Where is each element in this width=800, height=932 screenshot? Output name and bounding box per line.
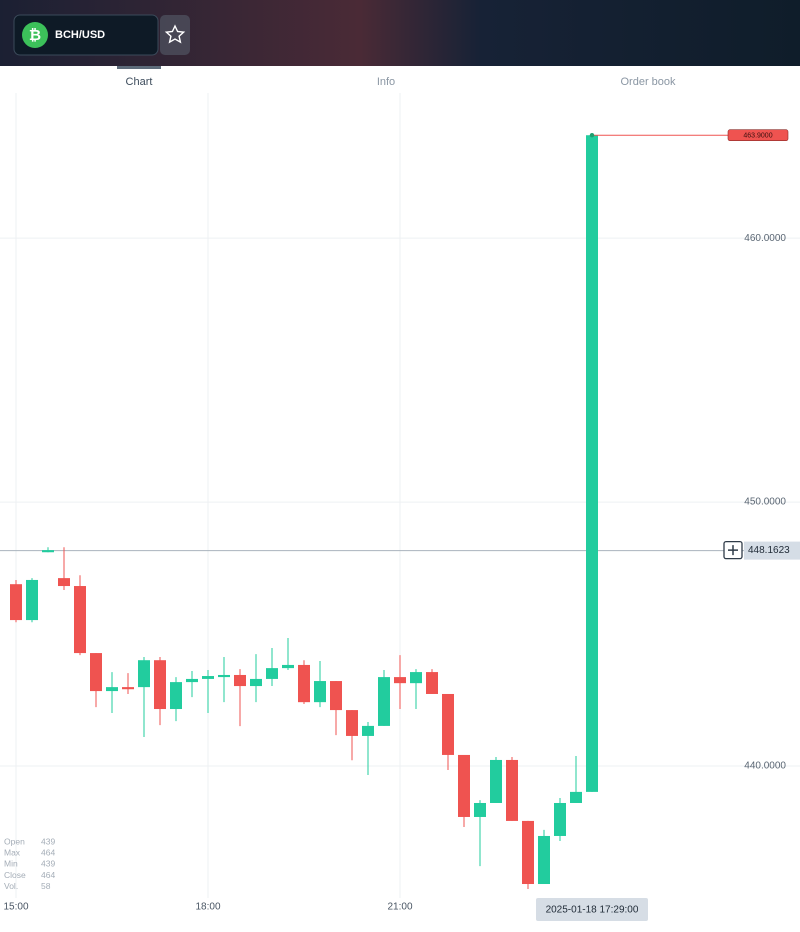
tab-indicator: [117, 66, 161, 69]
last-price-tag: [727, 129, 789, 142]
y-tick-label: 460.0000: [744, 233, 786, 244]
candle-body: [202, 676, 214, 679]
legend-label: Open: [4, 836, 25, 846]
candle-body: [522, 820, 534, 885]
crosshair-time-bg: [536, 898, 648, 921]
legend-label: Vol.: [4, 881, 18, 891]
candle-body: [138, 660, 150, 688]
candle-body: [218, 674, 230, 678]
crosshair-price: 448.1623: [748, 545, 790, 556]
x-tick-label: 21:00: [387, 902, 412, 913]
candle-body: [538, 835, 550, 885]
candle-body: [426, 672, 438, 694]
candle-body: [586, 135, 598, 792]
candle-body: [186, 678, 198, 683]
x-tick-label: 15:00: [3, 902, 28, 913]
candle-body: [442, 693, 454, 755]
plus-icon: [728, 545, 738, 556]
tab[interactable]: Chart: [126, 76, 153, 88]
candle-body: [170, 682, 182, 710]
candle-body: [346, 710, 358, 736]
candle-body: [570, 791, 582, 803]
symbol-pill: [13, 14, 159, 56]
coin-icon: [22, 22, 48, 48]
y-tick-label: 450.0000: [744, 497, 786, 508]
candle-body: [266, 668, 278, 679]
legend-value: 439: [41, 859, 55, 869]
legend-value: 464: [41, 870, 55, 880]
last-price-label: 463.9000: [743, 133, 772, 140]
favorite-bg: [160, 15, 190, 55]
tab[interactable]: Order book: [620, 76, 676, 88]
candle-body: [410, 672, 422, 684]
candle-body: [330, 681, 342, 711]
y-tick-label: 440.0000: [744, 761, 786, 772]
x-tick-label: 18:00: [195, 902, 220, 913]
legend-value: 439: [41, 836, 55, 846]
candle-body: [250, 678, 262, 687]
price-chart: 15:00 18:00 21:00 440.0000 450.0000 460.0000 4…: [0, 93, 800, 921]
candle-body: [42, 550, 54, 553]
star-icon: [164, 24, 186, 44]
candle-body: [554, 802, 566, 836]
tab[interactable]: Info: [377, 76, 395, 88]
symbol-label: BCH/USD: [55, 29, 105, 41]
candle-body: [314, 681, 326, 703]
crosshair-time: 2025-01-18 17:29:00: [546, 905, 639, 916]
candle-body: [154, 660, 166, 710]
candle-body: [490, 759, 502, 803]
candle-body: [298, 664, 310, 703]
candle-body: [378, 677, 390, 726]
candle-body: [74, 586, 86, 654]
candle-body: [362, 725, 374, 736]
legend-label: Min: [4, 859, 18, 869]
candle-body: [26, 579, 38, 621]
candle-body: [58, 578, 70, 587]
coin-glyph: ₿: [29, 27, 41, 44]
symbol-button[interactable]: ₿ BCH/USD: [13, 14, 159, 56]
candle-body: [458, 754, 470, 817]
favorite-button[interactable]: [160, 15, 190, 55]
candle-body: [394, 677, 406, 684]
last-price-dot: [589, 133, 595, 138]
candle-body: [122, 687, 134, 690]
legend-label: Close: [4, 870, 26, 880]
candle-body: [234, 674, 246, 687]
legend-label: Max: [4, 847, 21, 857]
candle-body: [90, 653, 102, 692]
candle-body: [506, 759, 518, 821]
crosshair-price-bg: [744, 541, 800, 560]
legend-value: 58: [41, 881, 51, 891]
candle-body: [474, 802, 486, 817]
candle-body: [10, 584, 22, 621]
legend-value: 464: [41, 847, 55, 857]
candle-body: [106, 687, 118, 692]
candle-body: [282, 664, 294, 669]
